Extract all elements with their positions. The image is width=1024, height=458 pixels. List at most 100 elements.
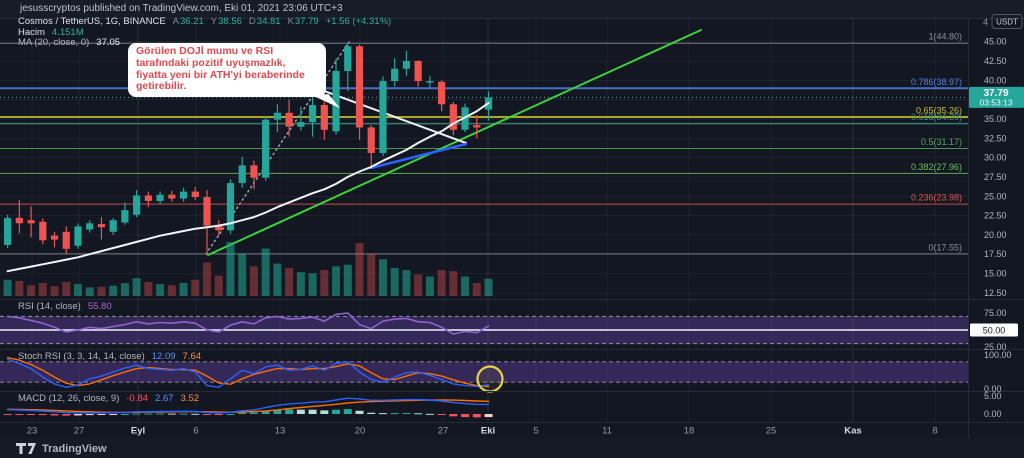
candle-body[interactable] <box>308 105 317 123</box>
candle-body[interactable] <box>144 195 152 201</box>
candle-body[interactable] <box>367 127 375 153</box>
candle-body[interactable] <box>62 231 70 249</box>
candle-body[interactable] <box>273 112 281 120</box>
volume-bar[interactable] <box>461 276 470 296</box>
uptrend-green-trendline[interactable] <box>207 29 702 256</box>
support-blue-trendline[interactable] <box>369 142 468 170</box>
candle-body[interactable] <box>168 194 176 199</box>
candle-body[interactable] <box>133 195 141 215</box>
price-axis[interactable]: 45.00 42.50 40.00 35.00 32.50 30.00 27.50 25.00… <box>984 37 1012 419</box>
volume-label[interactable]: Hacim <box>18 26 45 38</box>
volume-bar[interactable] <box>144 281 153 296</box>
volume-bar[interactable] <box>285 267 294 296</box>
volume-legend-row[interactable]: Hacim 4.151M <box>18 27 84 38</box>
volume-bar[interactable] <box>3 279 12 296</box>
candle-body[interactable] <box>39 221 47 241</box>
volume-bar[interactable] <box>449 271 458 296</box>
volume-bar[interactable] <box>249 266 258 296</box>
stoch-rsi-legend-row[interactable]: Stoch RSI (3, 3, 14, 14, close) 12.09 7.… <box>18 351 201 362</box>
candle-body[interactable] <box>203 197 211 226</box>
candle-body[interactable] <box>414 60 422 82</box>
candle-body[interactable] <box>344 46 352 72</box>
ma-legend-row[interactable]: MA (20, close, 0) 37.05 <box>18 37 120 48</box>
candle-body[interactable] <box>438 81 446 105</box>
volume-bar[interactable] <box>238 253 247 296</box>
volume-bar[interactable] <box>390 267 399 296</box>
candle-body[interactable] <box>121 210 129 223</box>
candle-body[interactable] <box>285 112 293 127</box>
macd-label[interactable]: MACD (12, 26, close, 9) <box>18 393 120 404</box>
volume-bar[interactable] <box>97 286 106 296</box>
volume-bar[interactable] <box>15 280 24 296</box>
highlight-circle[interactable] <box>476 365 504 393</box>
candle-body[interactable] <box>402 60 411 69</box>
candle-body[interactable] <box>262 119 270 178</box>
volume-bar[interactable] <box>472 283 481 296</box>
candle-body[interactable] <box>391 68 399 82</box>
volume-bar[interactable] <box>273 263 282 296</box>
candle-body[interactable] <box>238 165 246 184</box>
highlight-annotation[interactable] <box>476 365 504 393</box>
time-axis[interactable]: 23 27 Eyl 6 13 20 27 Eki 5 11 18 25 Kas 8 <box>27 426 938 437</box>
volume-bar[interactable] <box>378 259 387 296</box>
candle-body[interactable] <box>461 107 469 130</box>
volume-bar[interactable] <box>156 284 165 296</box>
volume-bar[interactable] <box>62 281 71 296</box>
currency-badge[interactable] <box>991 14 1023 29</box>
candle-body[interactable] <box>215 225 223 231</box>
volume-bar[interactable] <box>109 285 118 296</box>
volume-bar[interactable] <box>120 283 129 296</box>
volume-bar[interactable] <box>226 242 235 296</box>
volume-bar[interactable] <box>343 264 352 296</box>
candle-body[interactable] <box>250 165 258 178</box>
volume-bar[interactable] <box>308 273 317 296</box>
volume-bar[interactable] <box>132 278 141 296</box>
symbol-title[interactable]: Cosmos / TetherUS, 1G, BINANCE <box>18 16 166 27</box>
volume-bar[interactable] <box>367 253 376 296</box>
candle-body[interactable] <box>355 46 364 128</box>
candle-body[interactable] <box>449 104 457 130</box>
ma-label[interactable]: MA (20, close, 0) <box>18 36 90 48</box>
candle-body[interactable] <box>191 191 199 198</box>
stoch-rsi-label[interactable]: Stoch RSI (3, 3, 14, 14, close) <box>18 351 145 362</box>
fib-retracement-levels[interactable]: 1(44.80) 0.786(38.97) 0.65(35.26)0.618(34.… <box>0 32 968 255</box>
volume-bar[interactable] <box>414 274 423 296</box>
volume-bar[interactable] <box>484 278 493 296</box>
candlestick-series[interactable] <box>4 43 493 254</box>
rsi-label[interactable]: RSI (14, close) <box>18 301 81 312</box>
volume-bar[interactable] <box>203 262 212 296</box>
candle-body[interactable] <box>179 191 188 199</box>
volume-bar[interactable] <box>296 272 305 296</box>
volume-bar[interactable] <box>38 283 47 296</box>
candle-body[interactable] <box>27 220 35 224</box>
volume-bar[interactable] <box>332 266 341 296</box>
candle-body[interactable] <box>426 81 434 83</box>
volume-bar[interactable] <box>85 287 94 296</box>
candle-body[interactable] <box>156 194 164 201</box>
volume-bar[interactable] <box>167 285 176 296</box>
volume-bar[interactable] <box>27 285 36 296</box>
candle-body[interactable] <box>332 71 340 132</box>
candle-body[interactable] <box>379 81 387 153</box>
candle-body[interactable] <box>86 223 94 230</box>
candle-body[interactable] <box>15 217 23 224</box>
volume-bar[interactable] <box>73 284 82 296</box>
volume-bar[interactable] <box>437 270 446 296</box>
tradingview-logo-icon[interactable] <box>16 443 36 455</box>
volume-bar[interactable] <box>425 276 434 296</box>
volume-bar[interactable] <box>320 270 329 296</box>
volume-bar[interactable] <box>191 279 200 296</box>
footer-brand-text[interactable]: TradingView <box>42 443 107 455</box>
volume-bar[interactable] <box>261 248 270 296</box>
volume-series[interactable] <box>3 242 493 296</box>
volume-bar[interactable] <box>179 283 188 296</box>
candle-body[interactable] <box>320 105 328 130</box>
candle-body[interactable] <box>97 224 106 228</box>
annotation-bubble[interactable]: Görülen DOJİ mumu ve RSI tarafındaki poz… <box>128 43 340 109</box>
candle-body[interactable] <box>4 217 12 245</box>
candle-body[interactable] <box>50 235 59 240</box>
candle-body[interactable] <box>473 125 481 128</box>
volume-bar[interactable] <box>50 286 59 296</box>
